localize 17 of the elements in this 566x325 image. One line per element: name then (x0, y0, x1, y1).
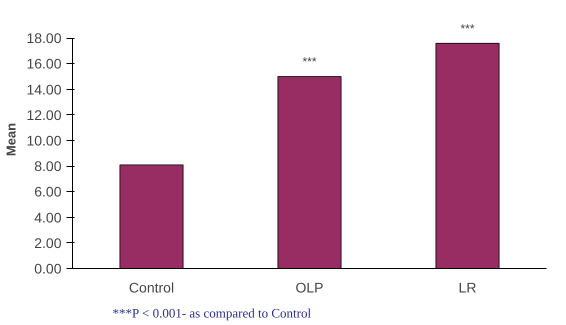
y-tick-label: 10.00 (26, 132, 62, 149)
y-tick-label: 16.00 (26, 56, 62, 72)
x-tick-label: OLP (295, 280, 324, 296)
y-tick-label: 2.00 (34, 234, 62, 251)
text: ***P < 0.001- as compared to Control (112, 306, 312, 320)
y-tick-label: 8.00 (34, 158, 62, 174)
y-tick-label: 6.00 (34, 184, 62, 200)
annotation: *** (302, 54, 317, 69)
y-axis-title: Mean (3, 122, 18, 156)
annotation: *** (460, 21, 475, 36)
x-tick-label: LR (458, 280, 476, 296)
y-tick-label: 12.00 (26, 106, 62, 123)
y-tick-label: 18.00 (26, 30, 62, 46)
y-tick-label: 14.00 (26, 81, 62, 98)
x-tick-label: Control (128, 280, 174, 296)
y-tick-label: 0.00 (34, 260, 62, 276)
y-tick-label: 4.00 (34, 209, 62, 226)
